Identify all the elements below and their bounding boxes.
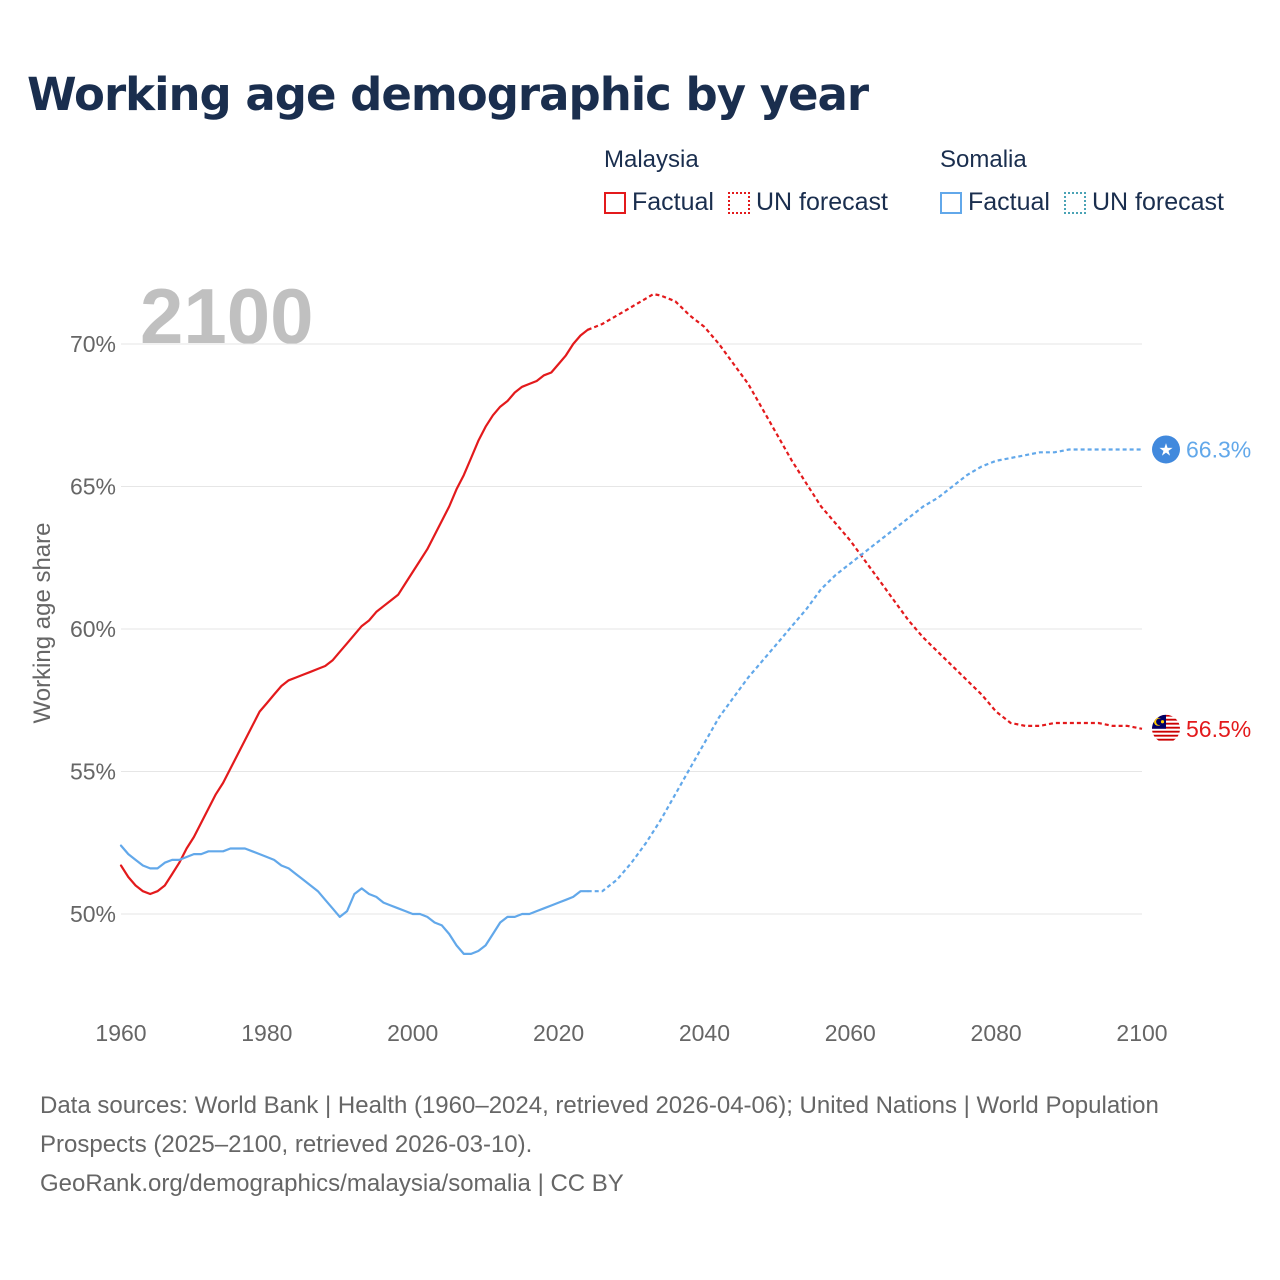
x-tick-label: 1980 xyxy=(241,1020,292,1046)
somalia-flag-icon xyxy=(1152,435,1180,464)
star-icon: ★ xyxy=(1158,440,1173,459)
legend-swatch-solid xyxy=(940,191,962,214)
series-line-malaysia-forecast xyxy=(587,293,1143,730)
flag-stripe xyxy=(1152,736,1180,739)
series-line-somalia-forecast xyxy=(587,448,1142,893)
legend-item-somalia-forecast[interactable]: UN forecast xyxy=(1063,188,1224,217)
legend-item-malaysia-factual[interactable]: Factual xyxy=(604,188,714,217)
x-tick-label: 1960 xyxy=(95,1020,146,1046)
legend-label: Factual xyxy=(968,188,1050,216)
legend-item-malaysia-forecast[interactable]: UN forecast xyxy=(727,188,888,217)
legend-swatch-dotted xyxy=(727,191,750,214)
x-tick-label: 2020 xyxy=(533,1020,584,1046)
footer: Data sources: World Bank | Health (1960–… xyxy=(40,1086,1240,1203)
y-tick-label: 55% xyxy=(70,759,116,785)
y-tick-label: 70% xyxy=(70,331,116,357)
series-line-somalia-factual xyxy=(119,844,589,955)
flag-stripe xyxy=(1152,728,1180,731)
flag-stripe xyxy=(1152,738,1180,741)
x-tick-label: 2080 xyxy=(971,1020,1022,1046)
x-tick-label: 2100 xyxy=(1116,1020,1167,1046)
y-tick-label: 60% xyxy=(70,616,116,642)
x-tick-label: 2060 xyxy=(825,1020,876,1046)
source-link[interactable]: GeoRank.org/demographics/malaysia/somali… xyxy=(40,1170,624,1197)
x-tick-label: 2040 xyxy=(679,1020,730,1046)
y-tick-label: 50% xyxy=(70,901,116,927)
malaysia-flag-icon xyxy=(1152,714,1180,743)
flag-stripe xyxy=(1152,740,1180,743)
y-tick-label: 65% xyxy=(70,474,116,500)
x-tick-label: 2000 xyxy=(387,1020,438,1046)
legend-group-malaysia: Malaysia Factual UN forecast xyxy=(604,146,902,217)
line-chart: 2100 Working age share 50% 55% 60% 65% 70% 1… xyxy=(29,272,1251,1046)
legend-country-malaysia: Malaysia xyxy=(604,146,699,173)
flag-stripe xyxy=(1152,730,1180,733)
legend-item-somalia-factual[interactable]: Factual xyxy=(940,188,1050,217)
star-icon xyxy=(1160,720,1165,724)
legend-label: Factual xyxy=(632,188,714,216)
legend-label: UN forecast xyxy=(1091,188,1224,216)
flag-stripe xyxy=(1152,732,1180,735)
flag-stripe xyxy=(1152,734,1180,737)
end-value-label: 66.3% xyxy=(1186,436,1251,462)
data-sources-text: Data sources: World Bank | Health (1960–… xyxy=(40,1092,1159,1158)
legend-country-somalia: Somalia xyxy=(940,146,1027,173)
y-axis-label: Working age share xyxy=(29,523,56,724)
end-value-label: 56.5% xyxy=(1186,716,1251,742)
legend-swatch-dotted xyxy=(1063,191,1086,214)
legend-label: UN forecast xyxy=(755,188,888,216)
series-line-malaysia-factual xyxy=(119,328,589,896)
chart-title: Working age demographic by year xyxy=(27,68,869,121)
legend-swatch-solid xyxy=(604,191,626,214)
year-watermark: 2100 xyxy=(140,272,314,360)
legend-group-somalia: Somalia Factual UN forecast xyxy=(940,146,1238,217)
crescent-cutout xyxy=(1156,718,1163,726)
